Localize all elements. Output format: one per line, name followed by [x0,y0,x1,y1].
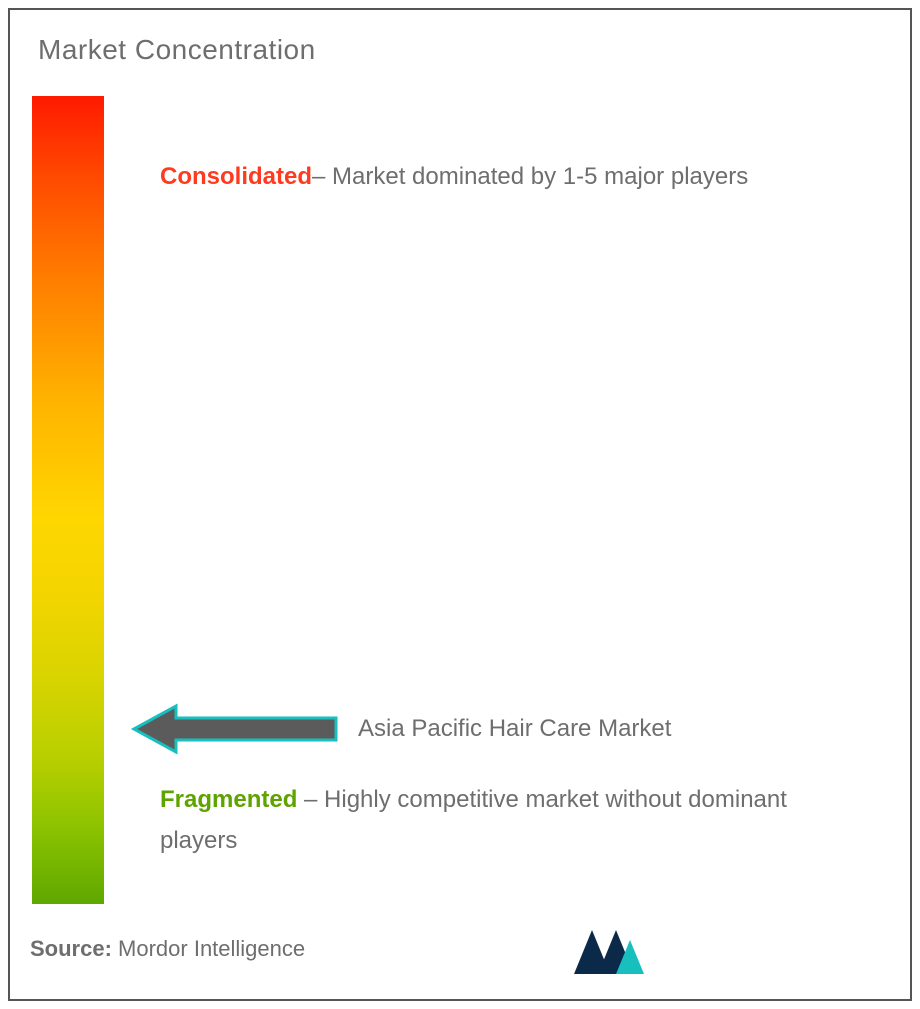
market-pointer-label: Asia Pacific Hair Care Market [358,715,671,743]
consolidated-description: Consolidated– Market dominated by 1-5 ma… [160,160,860,195]
arrow-left-icon [130,700,340,758]
consolidated-text: – Market dominated by 1-5 major players [312,163,748,190]
consolidated-label: Consolidated [160,163,312,190]
concentration-gradient-bar [32,96,104,904]
chart-title: Market Concentration [38,34,316,66]
source-attribution: Source: Mordor Intelligence [30,936,305,962]
fragmented-label: Fragmented [160,786,297,813]
source-name: Mordor Intelligence [118,936,305,961]
fragmented-description: Fragmented – Highly competitive market w… [160,780,860,862]
mordor-logo-icon [572,922,652,978]
source-prefix: Source: [30,936,118,961]
market-pointer-row: Asia Pacific Hair Care Market [130,700,870,758]
